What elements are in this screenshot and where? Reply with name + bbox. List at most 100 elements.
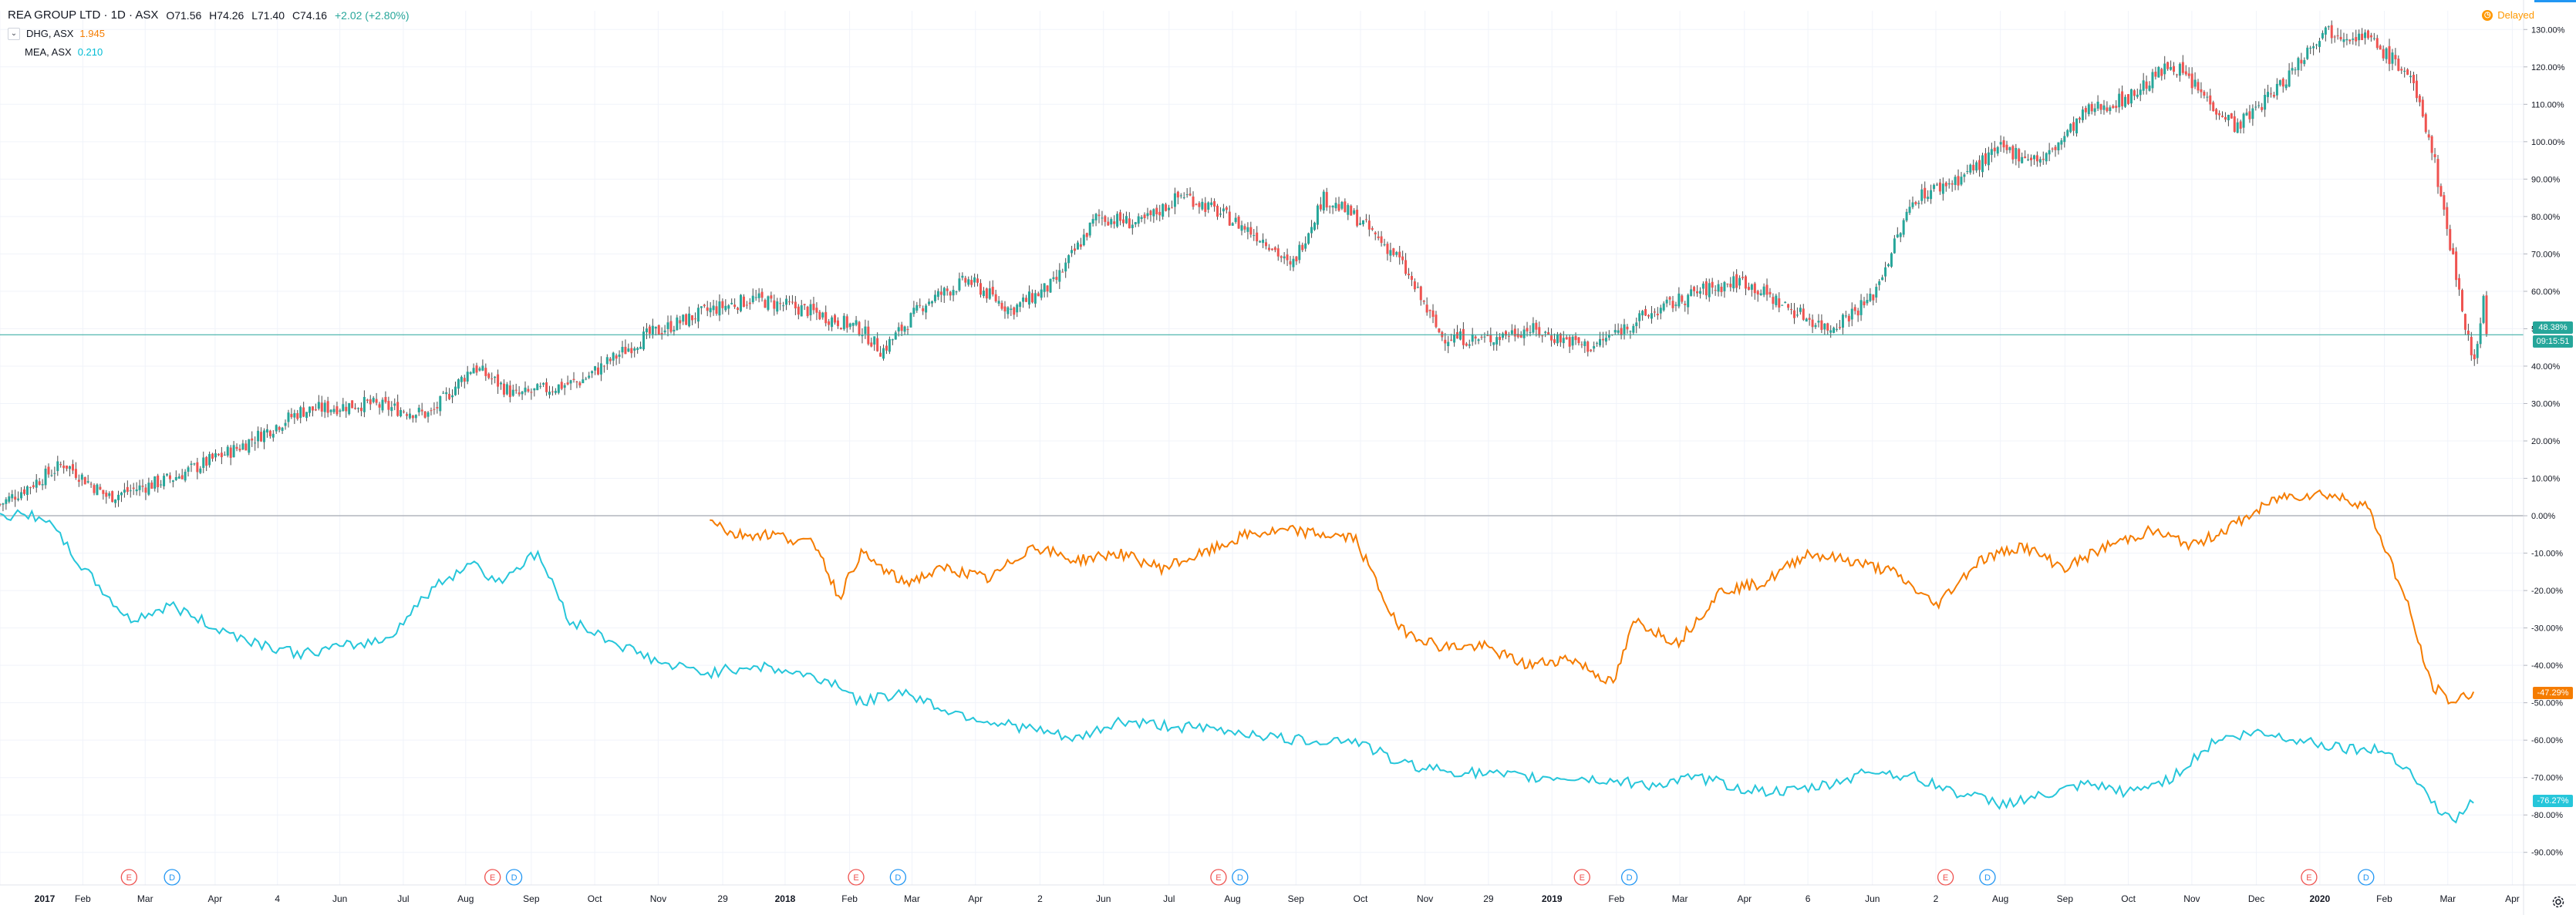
y-tick-label: 80.00% <box>2531 213 2561 222</box>
symbol-title[interactable]: REA GROUP LTD · 1D · ASX <box>8 8 159 22</box>
candle-body <box>2099 104 2102 110</box>
candle-body <box>851 322 855 326</box>
candle-body <box>560 382 563 389</box>
dividend-marker[interactable]: D <box>164 869 180 886</box>
candle-body <box>1781 304 1784 306</box>
candle-body <box>1371 227 1374 230</box>
x-tick-label: Nov <box>650 893 666 904</box>
candle-body <box>2400 69 2403 71</box>
candle-body <box>1273 247 1276 251</box>
candle-body <box>955 291 958 293</box>
candle-body <box>265 429 268 433</box>
candle-body <box>1033 293 1037 304</box>
x-tick-label: 2018 <box>775 893 796 904</box>
candle-body <box>1571 336 1574 346</box>
candle-body <box>1249 227 1253 235</box>
candle-body <box>0 504 2 506</box>
dividend-marker[interactable]: D <box>1620 869 1638 886</box>
rea-candles <box>0 20 2488 512</box>
candle-body <box>1799 308 1802 312</box>
earnings-marker[interactable]: E <box>1210 869 1227 886</box>
candle-body <box>102 489 105 494</box>
candle-body <box>29 487 32 489</box>
candle-body <box>740 294 743 311</box>
candle-body <box>2163 63 2166 75</box>
candle-body <box>2057 142 2060 151</box>
candle-body <box>2 503 5 505</box>
earnings-marker[interactable]: E <box>2301 869 2318 886</box>
candle-body <box>1155 207 1158 215</box>
delayed-indicator[interactable]: ◷ Delayed <box>2482 9 2534 21</box>
candle-body <box>1207 202 1210 210</box>
candle-body <box>174 476 177 480</box>
candle-body <box>612 352 615 361</box>
x-tick-label: Jun <box>332 893 347 904</box>
compare-row-mea: MEA, ASX 0.210 <box>25 45 414 60</box>
x-tick-label: Mar <box>1672 893 1688 904</box>
chart-settings-button[interactable] <box>2550 893 2567 910</box>
x-tick-label: Mar <box>904 893 920 904</box>
candle-body <box>1687 294 1690 308</box>
candle-body <box>1668 297 1671 300</box>
candle-body <box>885 345 888 351</box>
dividend-marker[interactable]: D <box>1979 869 1996 886</box>
candle-body <box>171 480 174 483</box>
candle-body <box>2424 114 2427 133</box>
candle-body <box>126 486 129 493</box>
dividend-marker[interactable]: D <box>889 869 907 886</box>
candle-body <box>1704 281 1708 296</box>
candle-body <box>1016 304 1019 313</box>
earnings-marker[interactable]: E <box>484 869 501 886</box>
candle-body <box>463 378 466 382</box>
candle-body <box>1003 306 1006 312</box>
dividend-marker[interactable]: D <box>2358 869 2375 886</box>
candle-body <box>1559 333 1562 343</box>
candle-body <box>86 481 89 483</box>
candle-body <box>806 306 809 317</box>
candle-body <box>524 387 527 392</box>
candle-body <box>645 328 648 333</box>
candle-body <box>936 291 939 298</box>
candle-body <box>1947 183 1951 185</box>
candle-body <box>1374 232 1377 235</box>
candle-body <box>1507 335 1510 337</box>
candle-body <box>961 275 964 278</box>
candle-body <box>1502 333 1505 338</box>
ohlc-values: O71.56 H74.26 L71.40 C74.16 +2.02 (+2.80… <box>166 8 413 23</box>
candle-body <box>2439 186 2443 197</box>
candle-body <box>2479 323 2482 345</box>
change-value: +2.02 (+2.80%) <box>334 9 410 22</box>
candle-body <box>2470 337 2473 355</box>
candle-body <box>1593 345 1596 349</box>
earnings-marker[interactable]: E <box>120 869 137 886</box>
earnings-marker[interactable]: E <box>1937 869 1954 886</box>
candle-body <box>2118 93 2121 108</box>
earnings-marker[interactable]: E <box>1573 869 1590 886</box>
candle-body <box>1623 324 1626 335</box>
dividend-marker[interactable]: D <box>1232 869 1249 886</box>
candle-body <box>1240 225 1243 231</box>
candle-body <box>2433 154 2436 157</box>
candle-body <box>721 301 724 308</box>
candle-body <box>797 306 800 315</box>
candle-body <box>1316 205 1319 225</box>
dividend-marker[interactable]: D <box>505 869 523 886</box>
compare-name[interactable]: DHG, ASX <box>26 28 74 39</box>
candle-body <box>657 325 660 335</box>
candle-body <box>578 382 582 386</box>
candle-body <box>696 308 700 322</box>
candle-body <box>96 484 99 496</box>
marker-label: E <box>1580 873 1585 883</box>
candle-body <box>1620 328 1623 335</box>
candle-body <box>348 402 351 415</box>
candle-body <box>2136 94 2139 97</box>
candle-body <box>400 409 403 417</box>
collapse-legend-button[interactable]: ⌄ <box>8 28 20 40</box>
candle-body <box>1182 197 1185 199</box>
last-price-tag: 48.38% <box>2533 321 2573 335</box>
earnings-marker[interactable]: E <box>848 869 865 886</box>
compare-name[interactable]: MEA, ASX <box>25 46 72 58</box>
candle-body <box>991 287 994 294</box>
